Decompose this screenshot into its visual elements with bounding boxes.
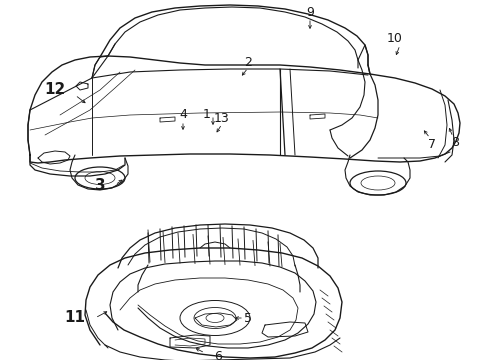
Text: 11: 11 [65, 310, 85, 325]
Text: 13: 13 [214, 112, 230, 125]
Text: 4: 4 [179, 108, 187, 122]
Text: 6: 6 [214, 351, 222, 360]
Text: 3: 3 [95, 177, 105, 193]
Text: 1: 1 [203, 108, 211, 122]
Text: 9: 9 [306, 5, 314, 18]
Text: 8: 8 [451, 136, 459, 149]
Text: 10: 10 [387, 31, 403, 45]
Text: 7: 7 [428, 139, 436, 152]
Text: 5: 5 [244, 311, 252, 324]
Text: 12: 12 [45, 82, 66, 98]
Text: 2: 2 [244, 55, 252, 68]
